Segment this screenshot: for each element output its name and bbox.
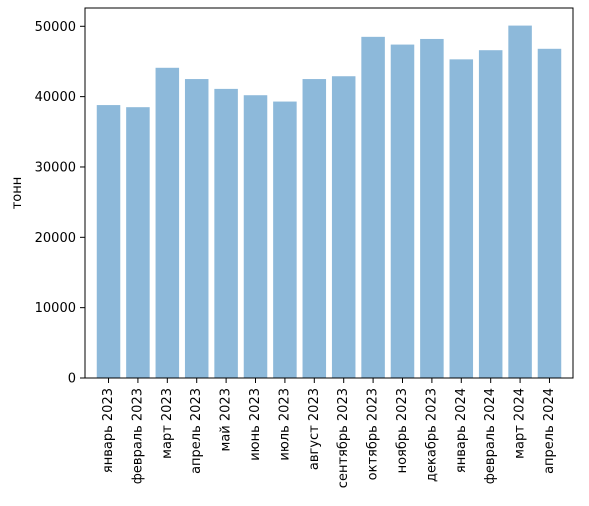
y-tick-label-1: 10000: [35, 301, 76, 316]
x-tick-label-2: март 2023: [160, 388, 175, 459]
x-tick-label-13: февраль 2024: [483, 388, 498, 484]
x-tick-label-8: сентябрь 2023: [336, 388, 351, 488]
x-tick-label-9: октябрь 2023: [366, 388, 381, 480]
y-axis-label: тонн: [10, 177, 25, 210]
x-tick-label-6: июль 2023: [277, 388, 292, 461]
y-ticks-layer: 0 10000 20000 30000 40000 50000: [35, 20, 85, 387]
bar-3: [184, 79, 209, 378]
bar-2: [155, 67, 180, 378]
x-tick-label-1: февраль 2023: [130, 388, 145, 484]
axes-layer: [84, 7, 574, 379]
x-tick-label-15: апрель 2024: [542, 388, 557, 474]
y-tick-label-2: 20000: [35, 231, 76, 246]
x-tick-label-14: март 2024: [513, 388, 528, 459]
y-tick-label-5: 50000: [35, 20, 76, 35]
x-tick-label-0: январь 2023: [101, 388, 116, 473]
bar-5: [243, 95, 268, 378]
x-ticks-layer: январь 2023 февраль 2023 март 2023 апрель 2…: [101, 378, 557, 488]
bar-7: [302, 79, 327, 378]
plot-frame: [84, 7, 574, 379]
bar-0: [96, 105, 121, 379]
y-tick-label-0: 0: [68, 372, 76, 387]
x-tick-label-4: май 2023: [219, 388, 234, 451]
y-tick-label-4: 40000: [35, 90, 76, 105]
bar-11: [420, 38, 444, 379]
bar-14: [508, 25, 532, 379]
bar-9: [361, 36, 385, 379]
x-tick-label-11: декабрь 2023: [424, 388, 439, 482]
x-tick-label-3: апрель 2023: [189, 388, 204, 474]
bar-13: [478, 50, 503, 378]
x-tick-label-5: июнь 2023: [248, 388, 263, 461]
bar-15: [537, 48, 562, 379]
bars-layer: [96, 25, 562, 379]
bar-1: [126, 107, 150, 379]
bar-12: [449, 59, 474, 378]
y-tick-label-3: 30000: [35, 160, 76, 175]
bar-10: [390, 44, 415, 379]
bar-8: [331, 76, 356, 379]
bar-6: [273, 101, 297, 379]
x-tick-label-10: ноябрь 2023: [395, 388, 410, 473]
bar-4: [214, 88, 238, 378]
x-tick-label-12: январь 2024: [454, 388, 469, 473]
x-tick-label-7: август 2023: [307, 388, 322, 470]
